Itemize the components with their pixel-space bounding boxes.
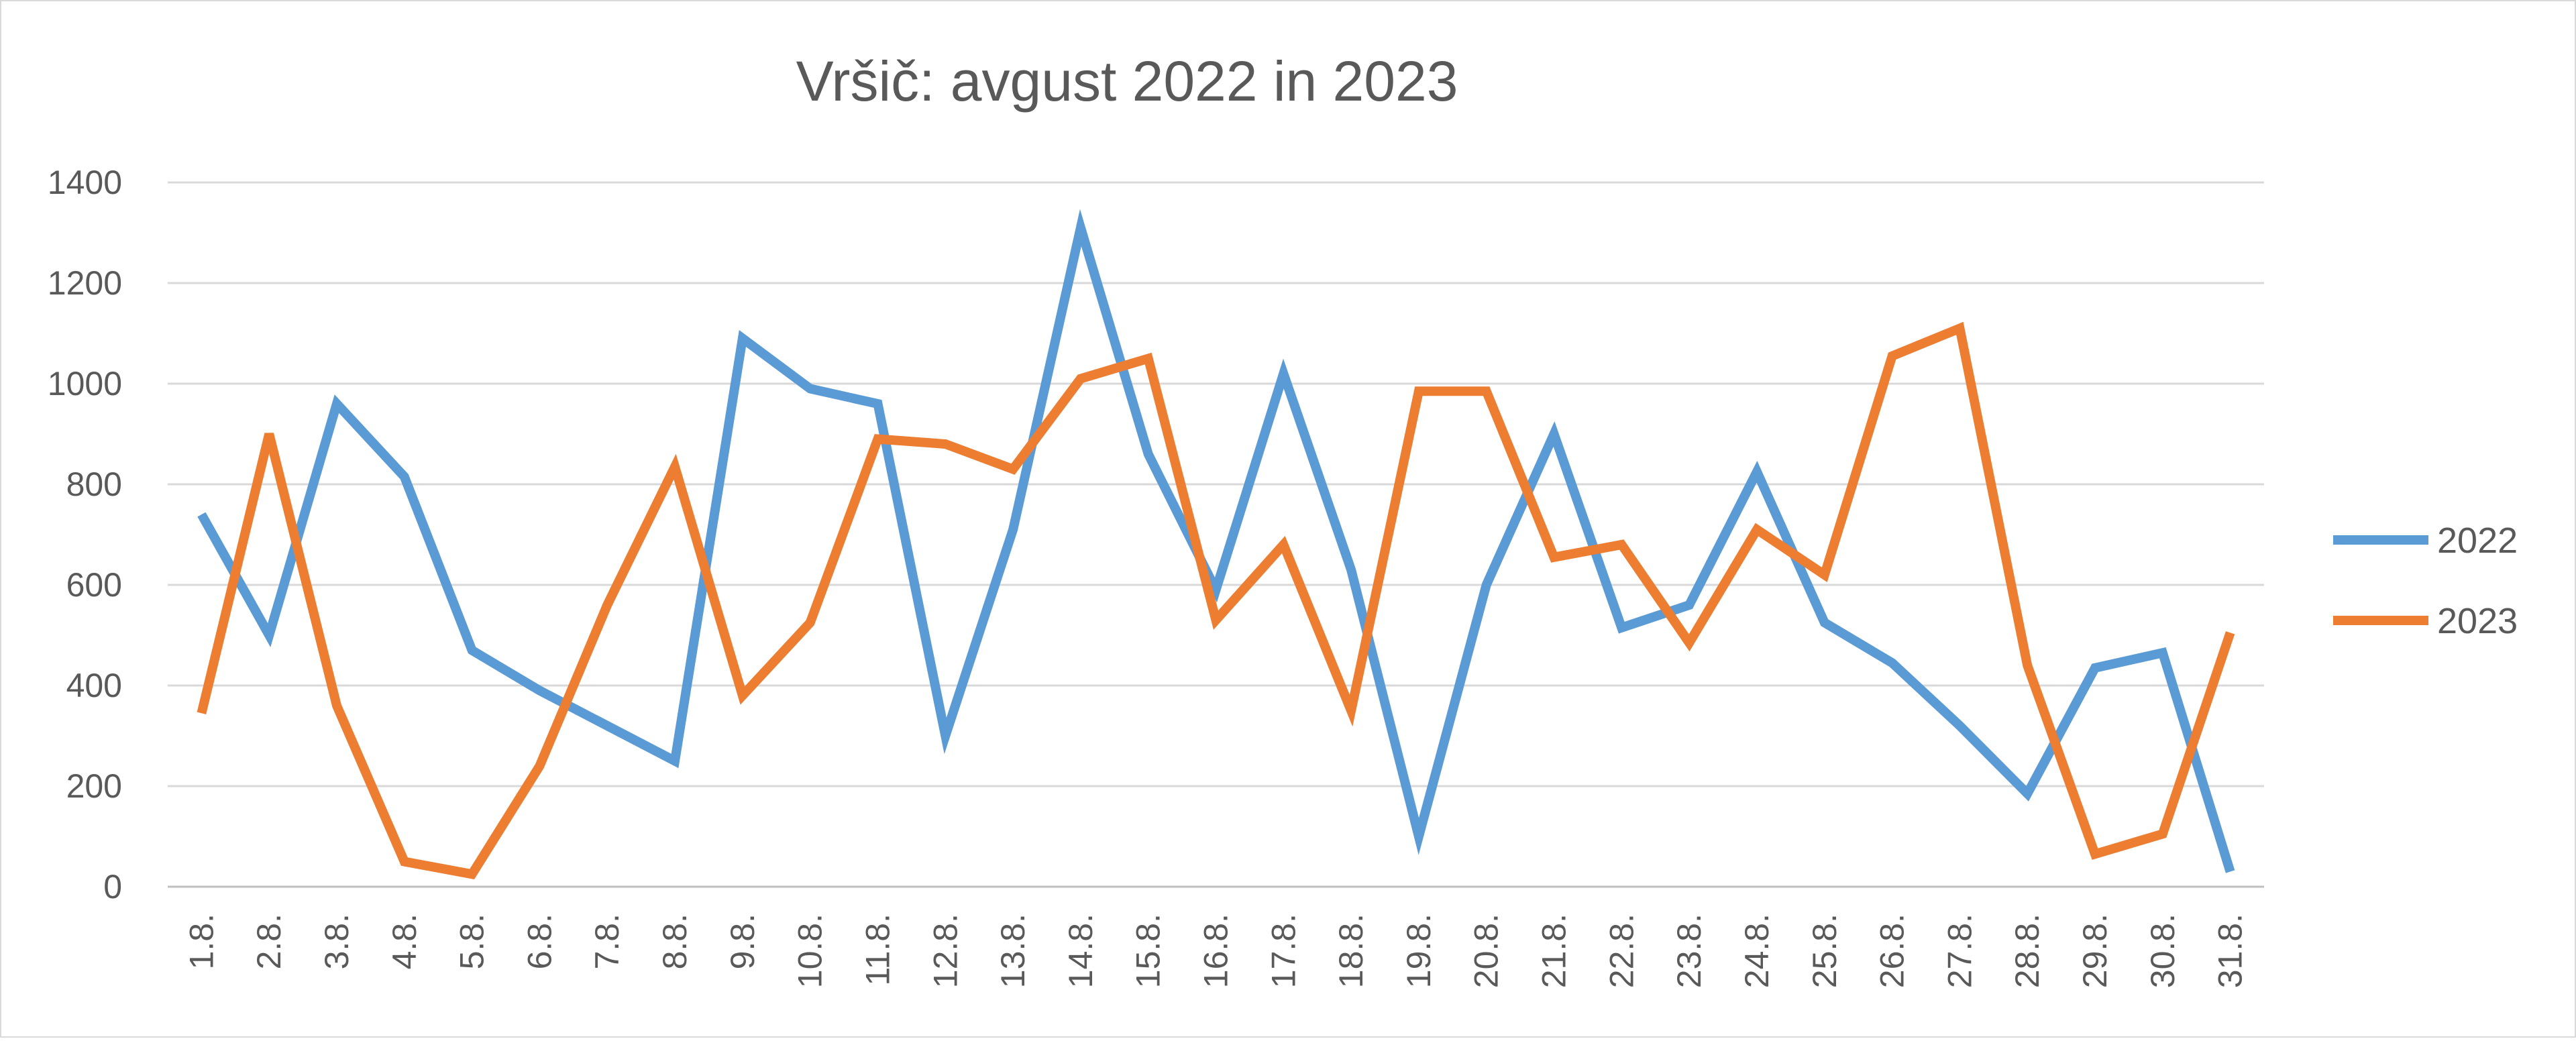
x-tick-label: 25.8. (1806, 914, 1843, 988)
y-tick-label: 400 (66, 667, 122, 704)
y-tick-label: 200 (66, 767, 122, 805)
x-tick-label: 22.8. (1603, 914, 1640, 988)
x-tick-label: 5.8. (453, 914, 491, 969)
x-tick-label: 29.8. (2076, 914, 2114, 988)
x-tick-label: 30.8. (2144, 914, 2182, 988)
x-tick-label: 9.8. (724, 914, 761, 969)
x-tick-label: 21.8. (1536, 914, 1573, 988)
y-tick-label: 1400 (48, 164, 122, 201)
y-tick-label: 1000 (48, 365, 122, 402)
y-tick-label: 800 (66, 465, 122, 503)
x-tick-label: 16.8. (1197, 914, 1235, 988)
y-tick-label: 600 (66, 566, 122, 604)
x-tick-label: 3.8. (318, 914, 356, 969)
x-tick-label: 7.8. (588, 914, 626, 969)
x-tick-label: 1.8. (182, 914, 220, 969)
x-tick-label: 19.8. (1400, 914, 1438, 988)
x-tick-label: 12.8. (926, 914, 964, 988)
x-tick-label: 28.8. (2008, 914, 2046, 988)
x-tick-label: 26.8. (1874, 914, 1911, 988)
x-tick-label: 27.8. (1941, 914, 1978, 988)
x-tick-label: 15.8. (1130, 914, 1167, 988)
x-tick-label: 2.8. (250, 914, 288, 969)
y-tick-label: 1200 (48, 264, 122, 302)
x-tick-label: 23.8. (1670, 914, 1708, 988)
legend-label-2023: 2023 (2437, 601, 2518, 641)
x-tick-label: 10.8. (792, 914, 829, 988)
x-tick-label: 6.8. (521, 914, 558, 969)
x-tick-label: 11.8. (859, 914, 896, 986)
chart-title: Vršič: avgust 2022 in 2023 (796, 50, 1458, 113)
x-tick-label: 4.8. (386, 914, 423, 969)
x-tick-label: 24.8. (1738, 914, 1776, 988)
legend-label-2022: 2022 (2437, 520, 2518, 561)
x-tick-label: 20.8. (1468, 914, 1505, 988)
x-tick-label: 14.8. (1062, 914, 1099, 988)
x-tick-label: 8.8. (656, 914, 694, 969)
x-tick-label: 13.8. (994, 914, 1032, 988)
x-tick-label: 17.8. (1265, 914, 1302, 988)
x-tick-label: 18.8. (1332, 914, 1370, 988)
x-tick-label: 31.8. (2212, 914, 2249, 988)
y-tick-label: 0 (103, 868, 122, 906)
